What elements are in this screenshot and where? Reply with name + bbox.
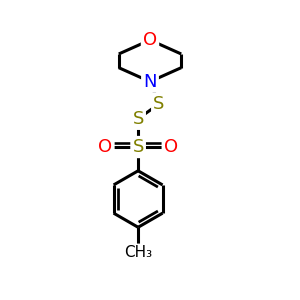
Text: O: O xyxy=(98,138,112,156)
Text: CH₃: CH₃ xyxy=(124,245,152,260)
Text: O: O xyxy=(143,31,157,49)
Text: N: N xyxy=(143,73,157,91)
Text: S: S xyxy=(132,138,144,156)
Text: O: O xyxy=(164,138,178,156)
Text: S: S xyxy=(132,110,144,128)
Text: S: S xyxy=(153,95,165,113)
